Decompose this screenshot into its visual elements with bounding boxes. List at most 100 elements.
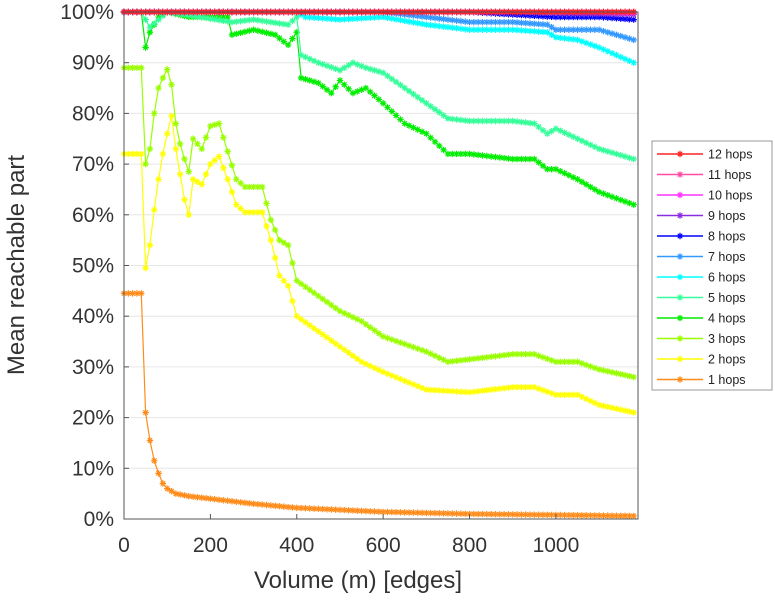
data-point-marker (172, 145, 180, 153)
data-point-marker (600, 27, 607, 35)
data-point-marker (440, 387, 447, 394)
data-point-marker (466, 18, 473, 26)
data-point-marker (552, 13, 560, 21)
data-point-marker (185, 211, 192, 218)
data-point-marker (474, 18, 482, 26)
data-point-marker (198, 145, 205, 153)
data-point-marker (289, 17, 296, 25)
data-point-marker (323, 298, 331, 306)
data-point-marker (384, 370, 391, 377)
data-point-marker (319, 15, 326, 22)
data-point-marker (474, 151, 482, 159)
data-point-marker (315, 79, 322, 87)
data-point-marker (608, 49, 616, 57)
data-point-marker (518, 383, 525, 391)
data-point-marker (405, 18, 413, 25)
data-point-marker (617, 32, 624, 40)
data-point-marker (367, 14, 374, 22)
data-point-marker (224, 13, 231, 21)
data-point-marker (345, 62, 352, 69)
data-point-marker (487, 18, 495, 26)
data-point-marker (457, 357, 465, 364)
data-point-marker (159, 74, 167, 82)
data-point-marker (224, 497, 231, 504)
data-point-marker (449, 115, 456, 123)
data-point-marker (220, 164, 227, 172)
data-point-marker (552, 26, 560, 33)
data-point-marker (125, 290, 132, 297)
data-point-marker (379, 69, 387, 77)
data-point-marker (280, 503, 288, 510)
data-point-marker (557, 26, 564, 33)
data-point-marker (436, 510, 443, 517)
data-point-marker (215, 496, 223, 503)
data-point-marker (509, 511, 516, 518)
data-point-marker (362, 507, 370, 515)
data-point-marker (570, 174, 577, 181)
data-point-marker (449, 16, 456, 24)
data-point-marker (604, 403, 611, 411)
data-point-marker (302, 283, 309, 290)
data-point-marker (470, 117, 478, 125)
data-point-marker (457, 25, 465, 32)
data-point-marker (349, 89, 357, 97)
data-point-marker (676, 191, 684, 199)
data-point-marker (487, 26, 495, 33)
legend-label: 12 hops (708, 148, 752, 162)
data-point-marker (600, 402, 607, 410)
data-point-marker (626, 154, 633, 161)
data-point-marker (306, 322, 313, 329)
data-point-marker (436, 354, 443, 361)
data-point-marker (431, 106, 439, 113)
series-line (124, 11, 634, 160)
data-point-marker (462, 356, 469, 364)
data-point-marker (505, 384, 512, 391)
data-point-marker (552, 34, 560, 41)
data-point-marker (548, 13, 555, 21)
data-point-marker (276, 503, 283, 510)
data-point-marker (548, 390, 555, 397)
data-point-marker (587, 13, 594, 21)
data-point-marker (570, 36, 577, 43)
data-point-marker (181, 492, 188, 499)
data-point-marker (440, 146, 447, 154)
data-point-marker (211, 496, 218, 503)
data-point-marker (375, 68, 383, 75)
data-point-marker (362, 14, 370, 22)
data-point-marker (526, 383, 534, 391)
data-point-marker (466, 117, 473, 125)
data-point-marker (163, 130, 171, 137)
data-point-marker (384, 508, 391, 516)
data-point-marker (284, 242, 292, 249)
data-point-marker (492, 511, 499, 518)
data-point-marker (513, 383, 521, 391)
data-point-marker (397, 339, 404, 346)
data-point-marker (552, 165, 560, 173)
data-point-marker (548, 357, 555, 364)
data-point-marker (466, 26, 473, 33)
data-point-marker (509, 155, 516, 163)
data-point-marker (397, 375, 404, 383)
legend-label: 11 hops (708, 168, 752, 182)
data-point-marker (544, 29, 551, 36)
data-point-marker (483, 152, 491, 160)
data-point-marker (630, 59, 637, 66)
data-point-marker (349, 352, 357, 359)
data-point-marker (220, 13, 227, 21)
data-point-marker (513, 155, 521, 163)
data-point-marker (453, 388, 460, 395)
legend-item: 8 hops (657, 230, 746, 244)
legend-label: 3 hops (708, 332, 746, 346)
data-point-marker (676, 253, 684, 260)
data-point-marker (626, 199, 633, 207)
data-point-marker (332, 340, 339, 347)
data-point-marker (427, 509, 434, 517)
data-point-marker (185, 492, 192, 500)
data-point-marker (319, 331, 326, 338)
data-point-marker (133, 290, 141, 297)
data-point-marker (233, 498, 240, 505)
data-point-marker (263, 501, 270, 509)
data-point-marker (375, 96, 383, 103)
data-point-marker (397, 81, 404, 89)
data-point-marker (306, 14, 313, 21)
